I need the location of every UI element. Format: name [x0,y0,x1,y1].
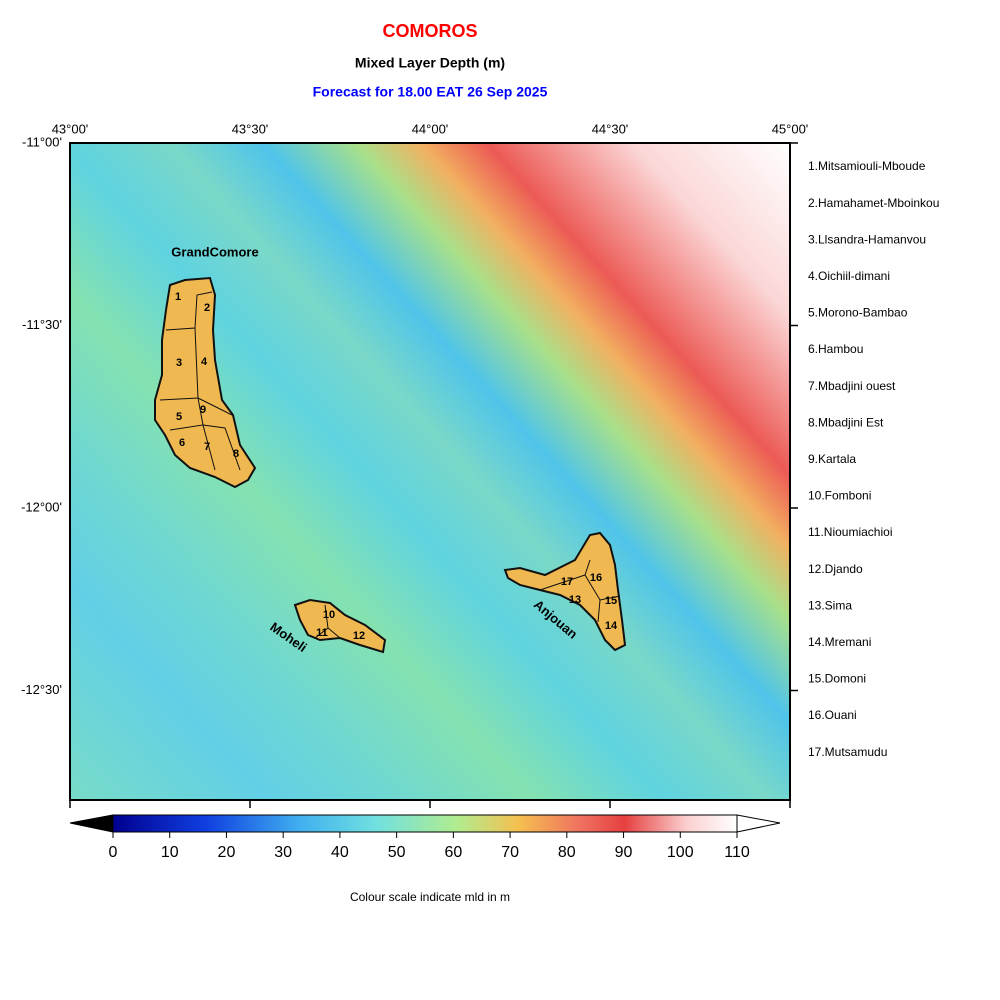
region-borders-small [314,559,621,639]
subtitle: Mixed Layer Depth (m) [355,55,505,71]
island-label: GrandComore [171,244,258,259]
region-number: 17 [561,576,573,588]
forecast: Forecast for 18.00 EAT 26 Sep 2025 [313,84,548,100]
region-number: 2 [204,302,210,314]
moheli [293,598,387,654]
lat-label: -11°30' [22,317,62,332]
colorbar [112,814,738,833]
legend-entry: 1.Mitsamiouli-Mboude [808,159,926,173]
lon-label: 44°00' [412,121,449,136]
legend-entry: 13.Sima [808,598,852,612]
region-number: 9 [200,404,206,416]
colorbar-tick-label: 80 [558,844,576,861]
region-number: 11 [316,627,328,639]
anjouan [503,531,627,652]
colorbar-tick-label: 30 [274,844,292,861]
region-number: 5 [176,411,182,423]
legend-entry: 5.Morono-Bambao [808,306,908,320]
colorbar-tick-label: 20 [218,844,236,861]
legend-entry: 6.Hambou [808,342,863,356]
region-number: 8 [233,448,239,460]
colorbar-over [736,814,781,833]
lon-label: 45°00' [772,121,809,136]
lon-label: 43°00' [52,121,89,136]
colorbar-tick-label: 100 [667,844,694,861]
legend-entry: 14.Mremani [808,635,871,649]
lat-label: -11°00' [22,134,62,149]
region-number: 4 [201,356,208,368]
lon-label: 43°30' [232,121,269,136]
colorbar-caption: Colour scale indicate mld in m [350,890,510,904]
colorbar-tick-label: 50 [388,844,406,861]
region-number: 12 [353,630,365,642]
colorbar-tick-label: 40 [331,844,349,861]
lat-label: -12°00' [21,499,62,514]
region-number: 14 [605,620,618,632]
legend-entry: 12.Djando [808,562,863,576]
legend-entry: 7.Mbadjini ouest [808,379,896,393]
region-number: 13 [569,594,581,606]
legend-entry: 2.Hamahamet-Mboinkou [808,196,939,210]
region-number: 1 [175,291,181,303]
region-number: 15 [605,595,617,607]
legend-entry: 17.Mutsamudu [808,745,887,759]
generated: 43°00' 43°30' 44°00' 44°30' 45°00' -11°00' -11… [21,121,939,904]
region-number: 16 [590,572,602,584]
legend-entry: 3.Llsandra-Hamanvou [808,232,926,246]
colorbar-tick-label: 10 [161,844,179,861]
region-number: 7 [204,441,210,453]
colorbar-tick-label: 0 [109,844,118,861]
lon-label: 44°30' [592,121,629,136]
legend-entry: 9.Kartala [808,452,856,466]
region-number: 3 [176,357,182,369]
legend-entry: 16.Ouani [808,708,857,722]
colorbar-tick-label: 70 [501,844,519,861]
legend-entry: 15.Domoni [808,672,866,686]
region-number: 10 [323,609,335,621]
legend-entry: 10.Fomboni [808,489,871,503]
mld-field [70,143,790,800]
region-number: 6 [179,437,185,449]
colorbar-tick-label: 60 [444,844,462,861]
legend-entry: 11.Nioumiachioi [808,525,893,539]
colorbar-tick-label: 110 [724,844,750,861]
lat-label: -12°30' [21,682,62,697]
title: COMOROS [382,21,477,41]
legend-entry: 4.Oichiil-dimani [808,269,890,283]
legend-entry: 8.Mbadjini Est [808,415,884,429]
region-borders [159,291,241,471]
grand-comore [154,276,257,489]
colorbar-tick-label: 90 [615,844,633,861]
colorbar-under [69,814,114,833]
